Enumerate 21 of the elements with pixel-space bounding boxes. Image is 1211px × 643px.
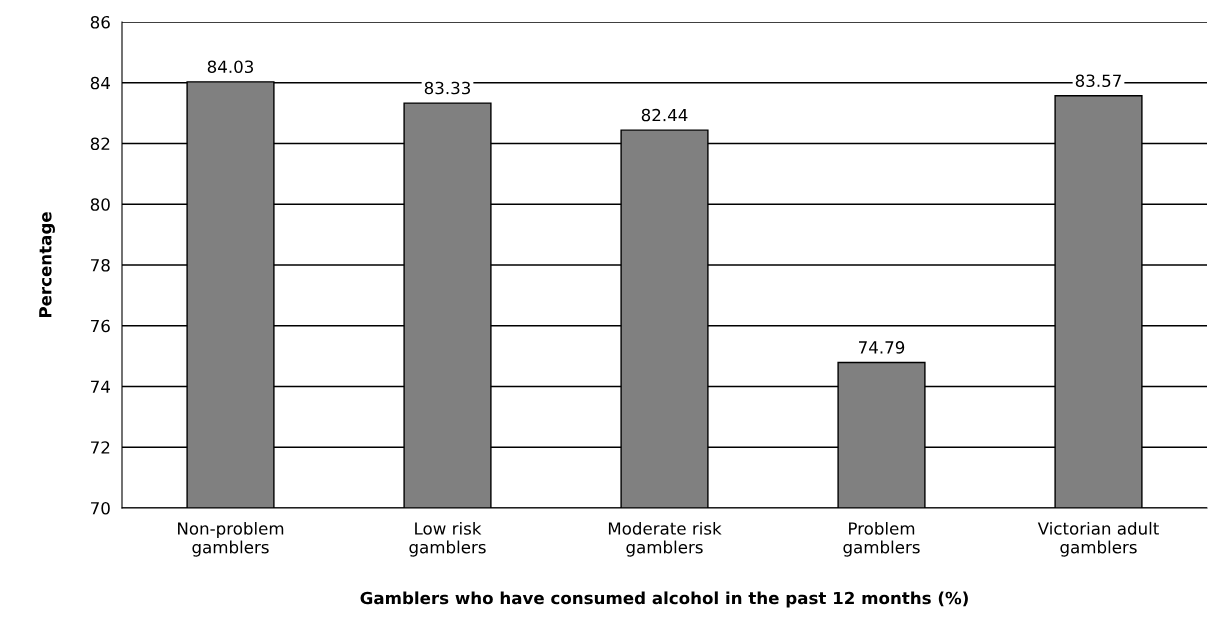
x-tick-label: Non-problem gamblers (178, 521, 284, 557)
y-tick-label: 74 (91, 380, 110, 393)
y-tick-label: 84 (90, 76, 110, 90)
y-tick-label: 76 (91, 319, 110, 333)
x-axis-title: Gamblers who have consumed alcohol in the past 12 months (%) (360, 591, 968, 608)
x-tick-label: Low risk gamblers (409, 521, 486, 557)
data-label: 74.79 (859, 341, 905, 354)
y-tick-label: 82 (90, 137, 110, 151)
data-label: 83.57 (1075, 74, 1121, 88)
y-tick-label: 70 (91, 501, 110, 515)
y-tick-label: 72 (91, 441, 110, 454)
y-tick-label: 80 (90, 198, 110, 211)
x-tick-label: Victorian adult gamblers (1037, 521, 1159, 557)
y-axis-title: Percentage (39, 212, 55, 318)
y-tick-label: 78 (91, 258, 110, 272)
x-tick-label: Moderate risk gamblers (608, 521, 722, 557)
y-tick-label: 86 (90, 15, 110, 29)
data-label: 84.03 (207, 60, 254, 74)
x-tick-label: Problem gamblers (843, 521, 920, 557)
data-label: 82.44 (641, 108, 688, 122)
data-label: 83.33 (424, 81, 471, 95)
